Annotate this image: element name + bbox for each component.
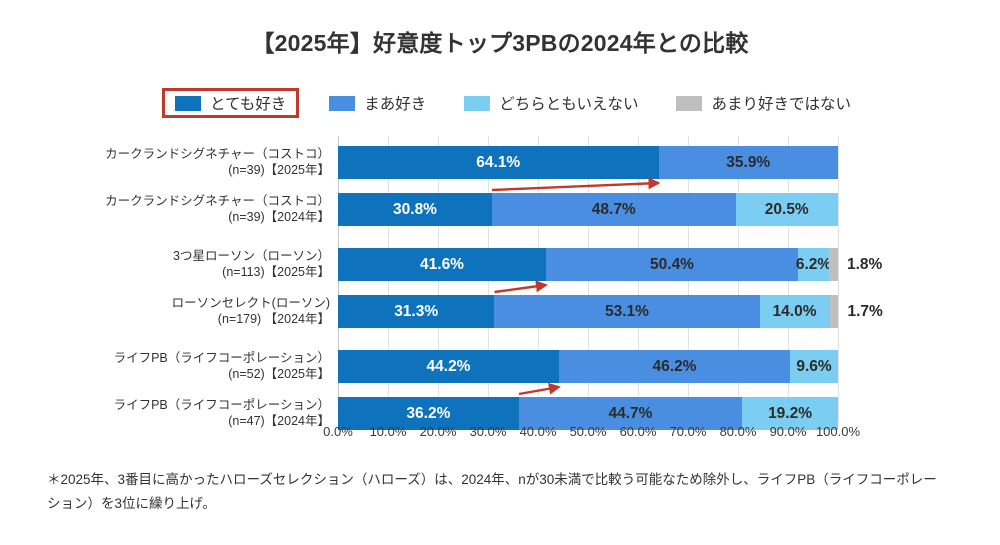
category-label-line2: (n=47)【2024年】	[228, 414, 330, 428]
category-label-line1: ライフPB（ライフコーポレーション）	[113, 350, 330, 365]
bar-segment-value: 64.1%	[476, 153, 521, 171]
category-label-line1: ライフPB（ライフコーポレーション）	[113, 397, 330, 412]
bar-segment-value: 6.2%	[795, 255, 832, 273]
plot-area: 64.1% 35.9% 30.8% 48.7% 20.5% 41.6% 50.4% 6.2% 1…	[338, 136, 883, 430]
chart-legend: とても好き まあ好き どちらともいえない あまり好きではない	[162, 88, 883, 118]
bar-segment-value: 48.7%	[591, 200, 636, 218]
category-label-line1: ローソンセレクト(ローソン)	[171, 295, 330, 310]
bar-segment[interactable]: 14.0%	[759, 295, 830, 328]
x-tick-label: 70.0%	[669, 424, 707, 439]
legend-item-1[interactable]: まあ好き	[323, 88, 432, 118]
page-title: 【2025年】好意度トップ3PBの2024年との比較	[251, 30, 749, 56]
bar-segment[interactable]: 36.2%	[338, 397, 519, 430]
category-label: 3つ星ローソン（ローソン） (n=113)【2025年】	[85, 248, 330, 281]
category-label: ライフPB（ライフコーポレーション） (n=52)【2025年】	[85, 350, 330, 383]
bar-segment-value: 44.7%	[608, 404, 653, 422]
bar-segment-value: 50.4%	[650, 255, 694, 273]
x-tick-label: 50.0%	[569, 424, 607, 439]
legend-label: あまり好きではない	[711, 96, 851, 113]
bar-segment-value: 35.9%	[726, 153, 771, 171]
category-label: カークランドシグネチャー（コストコ） (n=39)【2025年】	[85, 146, 330, 179]
category-label-line2: (n=52)【2025年】	[228, 367, 330, 381]
bar-segment[interactable]: 19.2%	[742, 397, 838, 430]
gridline-100	[838, 136, 839, 421]
x-tick-label: 0.0%	[323, 424, 353, 439]
bar-segment[interactable]	[829, 295, 838, 328]
bar-segment-value: 44.2%	[426, 357, 471, 375]
x-tick-label: 90.0%	[769, 424, 807, 439]
bar-segment-value: 41.6%	[420, 255, 464, 273]
bar-segment[interactable]: 44.7%	[518, 397, 743, 430]
bar-segment[interactable]: 48.7%	[492, 193, 736, 226]
bar-segment[interactable]: 6.2%	[795, 248, 832, 281]
x-tick-label: 80.0%	[719, 424, 757, 439]
bar-segment-value: 20.5%	[764, 200, 809, 218]
bar-segment-value: 14.0%	[772, 302, 817, 320]
category-label: ライフPB（ライフコーポレーション） (n=47)【2024年】	[85, 397, 330, 430]
bar-segment[interactable]: 20.5%	[735, 193, 838, 226]
bar-segment[interactable]: 44.2%	[338, 350, 559, 383]
legend-swatch-icon	[329, 95, 356, 111]
bar-segment[interactable]: 53.1%	[494, 295, 760, 328]
bar-segment[interactable]: 46.2%	[559, 350, 790, 383]
legend-swatch-icon	[175, 95, 201, 111]
legend-item-2[interactable]: どちらともいえない	[458, 88, 644, 118]
bar-segment-value: 30.8%	[393, 200, 437, 218]
x-tick-label: 100.0%	[815, 424, 861, 439]
bar-segment[interactable]: 35.9%	[658, 146, 838, 179]
category-label: カークランドシグネチャー（コストコ） (n=39)【2024年】	[85, 193, 330, 226]
legend-label: とても好き	[210, 96, 287, 113]
x-tick-label: 20.0%	[419, 424, 457, 439]
legend-label: まあ好き	[364, 96, 427, 113]
category-label-line2: (n=179) 【2024年】	[217, 312, 330, 326]
bar-segment[interactable]: 31.3%	[338, 295, 495, 328]
bar-segment[interactable]: 41.6%	[338, 248, 546, 281]
x-tick-label: 30.0%	[469, 424, 507, 439]
legend-swatch-icon	[464, 95, 491, 111]
bar-segment[interactable]: 64.1%	[338, 146, 659, 179]
bar-segment-value: 36.2%	[406, 404, 451, 422]
legend-swatch-icon	[676, 95, 703, 111]
footnote: ＊2025年、3番目に高かったハローズセレクション（ハローズ）は、2024年、n…	[47, 472, 937, 511]
bar-outside-value: 1.8%	[847, 255, 883, 273]
bar-segment[interactable]	[829, 248, 838, 281]
bar-segment[interactable]: 9.6%	[790, 350, 838, 383]
bar-segment-value: 31.3%	[394, 302, 439, 320]
legend-item-3[interactable]: あまり好きではない	[670, 88, 857, 118]
bar-outside-value: 1.7%	[847, 302, 883, 320]
bar-row[interactable]: 44.2% 46.2% 9.6%	[338, 350, 838, 383]
bar-segment[interactable]: 50.4%	[546, 248, 798, 281]
bar-segment-value: 19.2%	[768, 404, 813, 422]
category-label-line2: (n=39)【2024年】	[228, 210, 330, 224]
category-label-line1: カークランドシグネチャー（コストコ）	[105, 146, 330, 161]
bar-row[interactable]: 36.2% 44.7% 19.2%	[338, 397, 838, 430]
bar-segment[interactable]: 30.8%	[338, 193, 492, 226]
category-label-line2: (n=113)【2025年】	[222, 265, 330, 279]
x-tick-label: 10.0%	[369, 424, 407, 439]
x-tick-label: 60.0%	[619, 424, 657, 439]
x-tick-label: 40.0%	[519, 424, 557, 439]
bar-segment-value: 53.1%	[604, 302, 649, 320]
category-label-line1: カークランドシグネチャー（コストコ）	[105, 193, 330, 208]
legend-label: どちらともいえない	[499, 96, 639, 113]
bar-row[interactable]: 64.1% 35.9%	[338, 146, 838, 179]
bar-row[interactable]: 41.6% 50.4% 6.2%	[338, 248, 838, 281]
category-label-line2: (n=39)【2025年】	[228, 163, 330, 177]
bar-row[interactable]: 30.8% 48.7% 20.5%	[338, 193, 838, 226]
bar-segment-value: 9.6%	[796, 357, 832, 375]
category-label-line1: 3つ星ローソン（ローソン）	[173, 248, 330, 263]
category-axis-labels: カークランドシグネチャー（コストコ） (n=39)【2025年】 カークランドシグネ…	[85, 136, 330, 429]
bar-segment-value: 46.2%	[652, 357, 697, 375]
x-axis-ticks: 0.0% 10.0% 20.0% 30.0% 40.0% 50.0% 60.0% 70.0% 8…	[323, 424, 860, 444]
bar-row[interactable]: 31.3% 53.1% 14.0%	[338, 295, 838, 328]
legend-item-0[interactable]: とても好き	[162, 88, 300, 118]
category-label: ローソンセレクト(ローソン) (n=179) 【2024年】	[85, 295, 330, 328]
